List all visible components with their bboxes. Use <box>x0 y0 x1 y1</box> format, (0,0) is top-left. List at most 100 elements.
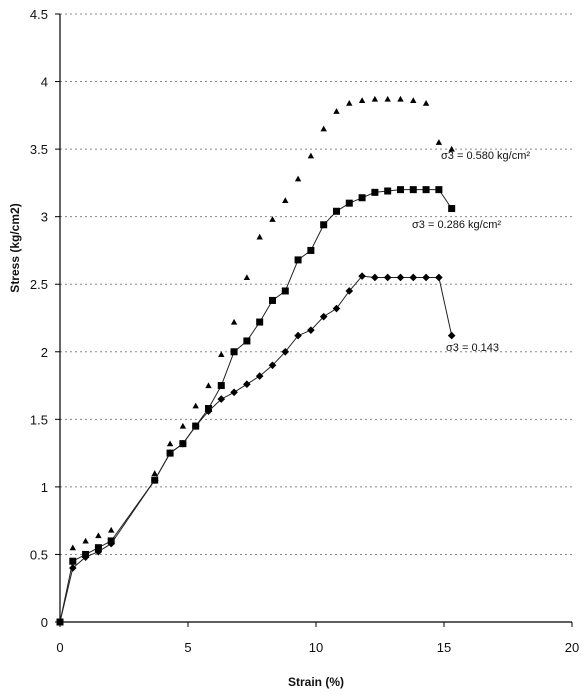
data-point <box>179 422 187 429</box>
data-point <box>307 326 315 334</box>
data-point <box>205 382 212 389</box>
y-tick-label: 4.5 <box>30 7 48 22</box>
data-point <box>320 221 328 229</box>
data-point <box>448 145 455 152</box>
data-point <box>255 372 264 380</box>
data-point <box>56 618 64 626</box>
annotations: σ3 = 0.580 kg/cm² σ3 = 0.286 kg/cm² σ3 = 0… <box>412 150 530 354</box>
data-point <box>230 318 238 325</box>
data-point <box>281 287 289 295</box>
data-point <box>384 187 392 195</box>
data-point <box>345 287 354 295</box>
data-point <box>435 139 443 145</box>
data-point <box>243 337 251 345</box>
data-point <box>409 273 418 282</box>
data-point <box>217 395 226 403</box>
y-axis-title: Stress (kg/cm2) <box>8 203 22 292</box>
data-point <box>94 547 103 556</box>
data-point <box>230 348 238 356</box>
data-point <box>82 537 89 544</box>
y-tick-label: 4 <box>41 75 48 90</box>
data-point <box>422 186 430 194</box>
x-tick-label: 15 <box>437 640 451 655</box>
data-point <box>294 331 302 340</box>
data-point <box>192 402 199 409</box>
data-point <box>108 526 115 533</box>
data-point <box>332 207 340 215</box>
y-tick-label: 1 <box>41 480 48 495</box>
data-point <box>371 95 379 102</box>
x-tick-label: 0 <box>56 640 63 655</box>
axes <box>55 13 573 627</box>
series-line <box>59 189 453 623</box>
data-point <box>151 470 158 476</box>
y-tick-label: 2 <box>41 345 48 360</box>
data-point <box>410 97 417 104</box>
data-point <box>243 274 251 281</box>
data-point <box>204 407 213 416</box>
data-point <box>282 197 289 204</box>
y-tick-label: 3 <box>41 210 48 225</box>
series-annotation: σ3 = 0.580 kg/cm² <box>441 150 530 162</box>
data-point <box>307 246 315 254</box>
data-point <box>69 557 77 565</box>
data-point <box>95 532 102 539</box>
data-point <box>319 312 328 321</box>
data-point <box>69 564 77 572</box>
data-point <box>409 186 417 194</box>
data-point <box>191 422 200 430</box>
series-diamond <box>56 272 456 626</box>
data-point <box>150 476 159 484</box>
series-annotation: σ3 = 0.286 kg/cm² <box>412 219 501 231</box>
data-point <box>435 273 443 282</box>
series-annotation: σ3 = 0.143 <box>446 342 499 354</box>
data-point <box>166 449 174 457</box>
data-point <box>107 539 115 548</box>
data-point <box>256 318 264 326</box>
tick-labels: 0 0.5 1 1.5 2 2.5 3 3.5 4 4.5 0 5 10 15 20 <box>30 7 579 655</box>
data-point <box>397 95 404 102</box>
data-point <box>269 216 276 222</box>
x-tick-label: 5 <box>184 640 191 655</box>
data-point <box>268 361 277 370</box>
data-point <box>217 382 225 390</box>
y-tick-label: 2.5 <box>30 277 48 292</box>
series-square <box>56 186 456 626</box>
data-point <box>396 186 404 194</box>
data-point <box>179 439 187 448</box>
data-point <box>422 99 430 106</box>
data-point <box>333 108 340 114</box>
data-point <box>166 440 174 447</box>
data-point <box>358 194 366 202</box>
y-tick-label: 1.5 <box>30 412 48 427</box>
data-point <box>307 152 315 159</box>
data-point <box>422 273 430 282</box>
data-point <box>243 380 251 389</box>
data-point <box>332 304 341 313</box>
data-point <box>268 296 276 304</box>
series-triangle <box>56 95 455 625</box>
y-tick-label: 0 <box>41 615 48 630</box>
data-point <box>81 553 90 561</box>
data-point <box>447 331 456 340</box>
data-point <box>358 97 366 104</box>
data-point <box>396 273 405 282</box>
data-point <box>371 188 379 196</box>
data-point <box>358 272 366 280</box>
x-tick-label: 20 <box>565 640 579 655</box>
y-tick-label: 3.5 <box>30 142 48 157</box>
data-point <box>218 351 225 358</box>
data-point <box>294 175 302 182</box>
data-series <box>56 95 456 626</box>
data-point <box>294 256 302 264</box>
data-point <box>346 99 353 106</box>
data-point <box>383 273 392 282</box>
data-point <box>94 544 102 552</box>
grid-lines <box>60 13 572 555</box>
data-point <box>448 205 456 213</box>
data-point <box>230 388 238 397</box>
x-tick-label: 10 <box>309 640 323 655</box>
data-point <box>320 125 327 132</box>
data-point <box>345 199 353 207</box>
